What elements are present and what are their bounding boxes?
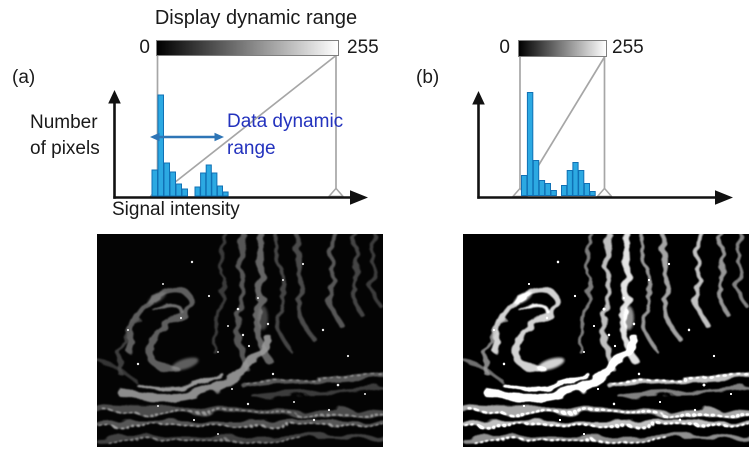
mapping-diagonal-line [156,54,337,197]
data-range-annotation-line1: Data dynamic [227,111,344,132]
histogram-bar [561,185,568,196]
panel-a-histogram [151,94,229,197]
colorbar-a-min-label: 0 [139,37,150,58]
y-axis-arrowhead-icon [108,90,121,104]
panel-b-axes [472,91,733,205]
histogram-bar [181,188,188,197]
microscopy-image-low-contrast [97,234,383,447]
histogram-bar [532,160,540,196]
histogram-bar [157,94,164,197]
histogram-bar [538,180,546,196]
colorbar-b-min-label: 0 [499,37,510,58]
colorbar-b-max-label: 255 [612,37,644,58]
x-axis-arrowhead-icon [350,190,368,205]
microscopy-image-high-contrast [463,234,749,447]
panel-a-label: (a) [12,67,36,88]
histogram-bar [211,172,218,197]
histogram-bar [216,185,223,197]
histogram-bar [544,183,551,196]
y-axis-arrowhead-icon [472,91,485,105]
display-range-colorbar-b [518,40,607,57]
panel-a-axes [108,90,368,205]
panel-b-label: (b) [416,67,440,88]
y-axis-label-line2: of pixels [30,138,100,159]
panel-b-histogram [521,92,596,196]
data-dynamic-range-arrow [150,132,224,142]
range-max-marker-icon [328,187,344,198]
histogram-bar [583,183,590,196]
histogram-diagram [108,54,733,205]
range-max-marker-icon [596,187,613,198]
colorbar-a-max-label: 255 [347,37,379,58]
histogram-bar [589,191,596,196]
histogram-bar [194,186,201,197]
histogram-bar [572,162,579,196]
histogram-bar [578,170,585,196]
x-axis-arrowhead-icon [715,190,733,205]
histogram-bar [526,92,534,196]
histogram-bar [521,175,528,196]
y-axis-label-line1: Number [30,112,98,133]
histogram-bar [200,172,207,197]
histogram-bar [175,183,182,197]
histogram-bar [550,190,557,196]
display-range-colorbar-a [156,40,339,56]
histogram-bar [222,191,229,197]
histogram-bar [205,164,212,197]
arrow-left-head-icon [150,132,160,142]
histogram-bar [566,170,573,196]
histogram-bar [163,162,170,197]
arrow-right-head-icon [214,132,224,142]
data-range-annotation-line2: range [227,138,276,159]
figure-title: Display dynamic range [154,7,358,29]
histogram-bar [169,171,176,197]
x-axis-label: Signal intensity [112,199,240,220]
histogram-bar [151,169,158,197]
